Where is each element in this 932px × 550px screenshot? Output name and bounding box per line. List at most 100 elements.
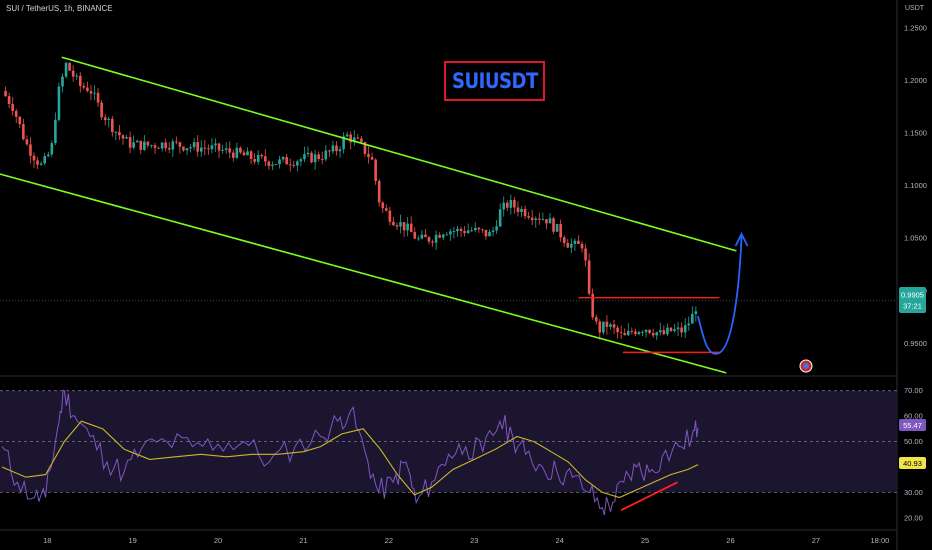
- candle-body: [96, 92, 100, 103]
- candle-135: [484, 229, 488, 240]
- candle-body: [57, 86, 61, 120]
- candle-body: [328, 150, 331, 152]
- candle-88: [317, 151, 320, 162]
- candle-body: [93, 92, 96, 94]
- time-axis-tick-10: 18:00: [871, 536, 890, 545]
- candle-body: [68, 62, 71, 71]
- candle-142: [509, 194, 513, 215]
- candle-body: [449, 231, 452, 235]
- candle-body: [217, 143, 221, 151]
- candle-27: [100, 100, 103, 121]
- candle-44: [160, 141, 164, 152]
- candle-156: [559, 219, 562, 243]
- time-axis-tick-9: 27: [812, 536, 820, 545]
- candle-body: [591, 293, 594, 318]
- candle-106: [381, 200, 385, 213]
- candle-body: [150, 145, 153, 147]
- candle-188: [673, 324, 676, 333]
- candle-0: [4, 86, 7, 97]
- candle-body: [630, 330, 634, 332]
- time-axis-tick-2: 20: [214, 536, 222, 545]
- candle-body: [566, 242, 570, 248]
- candle-40: [146, 141, 150, 148]
- candle-body: [477, 227, 481, 230]
- last-price-value: 0.9905: [901, 291, 924, 300]
- candle-159: [570, 238, 573, 254]
- candle-115: [413, 227, 417, 240]
- candle-body: [619, 332, 623, 334]
- candle-body: [107, 118, 111, 120]
- candle-body: [306, 152, 310, 155]
- candle-body: [285, 157, 288, 165]
- candle-body: [178, 142, 182, 147]
- time-axis-tick-5: 23: [470, 536, 478, 545]
- candle-body: [424, 234, 427, 238]
- calendar-event-icon[interactable]: [799, 359, 813, 373]
- candle-body: [214, 143, 217, 146]
- candle-body: [466, 230, 470, 234]
- candle-152: [545, 219, 548, 230]
- candle-body: [203, 147, 207, 149]
- candle-body: [598, 321, 602, 333]
- candle-body: [445, 234, 449, 236]
- candle-body: [687, 323, 691, 326]
- candle-57: [207, 144, 210, 155]
- candle-body: [680, 327, 683, 333]
- candle-body: [207, 148, 210, 150]
- candle-body: [385, 208, 388, 211]
- candle-body: [470, 230, 473, 232]
- candle-114: [409, 216, 413, 233]
- forecast-arrow-path: [697, 235, 743, 355]
- candle-body: [655, 332, 659, 336]
- candle-body: [82, 85, 86, 88]
- candle-body: [580, 243, 584, 249]
- price-axis-tick-0: 1.2500: [904, 23, 927, 32]
- candle-body: [626, 330, 630, 336]
- candle-body: [18, 116, 22, 125]
- candle-body: [128, 137, 132, 148]
- candle-105: [377, 179, 381, 207]
- candle-body: [292, 164, 296, 166]
- candle-87: [313, 149, 317, 170]
- candle-92: [331, 140, 335, 154]
- candle-body: [278, 159, 281, 165]
- candle-73: [264, 149, 267, 167]
- candle-body: [377, 181, 381, 203]
- candle-body: [303, 154, 306, 160]
- candle-body: [210, 145, 214, 150]
- candle-body: [562, 237, 566, 243]
- candle-58: [210, 138, 214, 154]
- candle-61: [221, 144, 224, 154]
- candle-body: [175, 141, 178, 143]
- candle-body: [182, 146, 185, 151]
- candle-body: [623, 333, 627, 336]
- candle-191: [683, 318, 687, 339]
- candle-body: [616, 327, 619, 333]
- candle-body: [605, 321, 609, 327]
- candle-body: [46, 154, 50, 157]
- candle-185: [662, 325, 666, 336]
- candle-body: [505, 202, 509, 208]
- candle-51: [185, 148, 189, 156]
- candle-body: [345, 134, 349, 137]
- candle-111: [399, 214, 402, 234]
- candle-body: [239, 147, 242, 153]
- candle-body: [199, 147, 203, 152]
- candle-31: [114, 131, 118, 140]
- candle-body: [530, 217, 534, 221]
- candle-75: [271, 161, 274, 170]
- candle-76: [274, 163, 278, 166]
- candle-body: [14, 110, 18, 117]
- candle-108: [388, 206, 392, 226]
- candle-33: [121, 134, 125, 145]
- candle-body: [545, 219, 548, 224]
- candle-77: [278, 155, 281, 169]
- candle-body: [602, 321, 605, 333]
- candle-body: [313, 154, 317, 163]
- candle-body: [349, 134, 353, 143]
- candle-160: [573, 238, 577, 251]
- candle-body: [160, 142, 164, 149]
- candle-body: [267, 161, 271, 166]
- candle-body: [406, 223, 409, 231]
